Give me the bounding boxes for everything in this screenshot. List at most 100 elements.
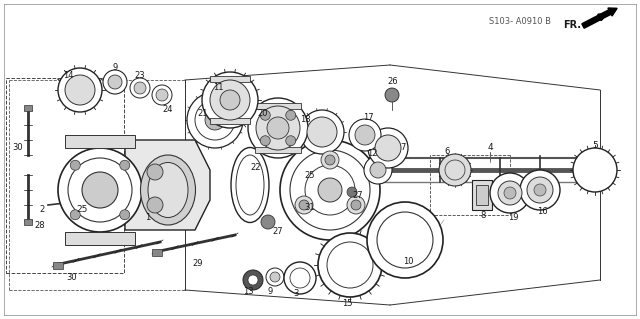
- Circle shape: [367, 202, 443, 278]
- Text: 30: 30: [67, 273, 77, 283]
- Circle shape: [295, 196, 313, 214]
- Polygon shape: [125, 140, 210, 230]
- Circle shape: [300, 110, 344, 154]
- Text: 11: 11: [212, 83, 223, 92]
- Text: 30: 30: [13, 144, 23, 152]
- Ellipse shape: [141, 155, 195, 225]
- Bar: [6, 78, 124, 272]
- Text: 6: 6: [444, 147, 450, 157]
- Circle shape: [285, 110, 296, 120]
- Circle shape: [261, 215, 275, 229]
- Text: FR.: FR.: [563, 20, 581, 30]
- Circle shape: [205, 110, 225, 130]
- Circle shape: [351, 200, 361, 210]
- Circle shape: [156, 89, 168, 101]
- Circle shape: [70, 160, 80, 170]
- Text: 8: 8: [480, 211, 486, 219]
- Text: 25: 25: [76, 205, 88, 214]
- Bar: [152, 249, 162, 256]
- Circle shape: [368, 128, 408, 168]
- Polygon shape: [65, 232, 135, 245]
- Circle shape: [187, 92, 243, 148]
- Circle shape: [260, 110, 270, 120]
- Circle shape: [504, 187, 516, 199]
- Polygon shape: [255, 103, 301, 109]
- Circle shape: [439, 154, 471, 186]
- Circle shape: [347, 187, 357, 197]
- Circle shape: [82, 172, 118, 208]
- Text: 25: 25: [305, 170, 316, 180]
- Text: 22: 22: [251, 164, 261, 173]
- Text: 17: 17: [363, 114, 373, 122]
- Circle shape: [347, 196, 365, 214]
- Text: 18: 18: [300, 115, 310, 124]
- Bar: [24, 105, 32, 111]
- Text: 1: 1: [145, 213, 150, 222]
- Polygon shape: [65, 135, 135, 148]
- Circle shape: [321, 151, 339, 169]
- Text: 2: 2: [40, 204, 45, 213]
- Text: 16: 16: [537, 207, 547, 217]
- Circle shape: [364, 156, 392, 184]
- Circle shape: [147, 164, 163, 180]
- Circle shape: [370, 162, 386, 178]
- Circle shape: [130, 78, 150, 98]
- Circle shape: [375, 135, 401, 161]
- Circle shape: [210, 80, 250, 120]
- Circle shape: [284, 262, 316, 294]
- Circle shape: [527, 177, 553, 203]
- Text: 15: 15: [342, 299, 352, 308]
- Circle shape: [290, 268, 310, 288]
- Text: S103- A0910 B: S103- A0910 B: [489, 18, 551, 26]
- Text: 27: 27: [273, 227, 284, 236]
- Circle shape: [103, 70, 127, 94]
- Circle shape: [498, 181, 522, 205]
- Text: 27: 27: [353, 190, 364, 199]
- Text: 4: 4: [487, 144, 493, 152]
- Circle shape: [534, 184, 546, 196]
- Circle shape: [318, 178, 342, 202]
- Circle shape: [349, 119, 381, 151]
- Circle shape: [243, 270, 263, 290]
- Ellipse shape: [148, 162, 188, 218]
- Text: 13: 13: [243, 287, 253, 296]
- Text: 26: 26: [388, 78, 398, 86]
- Circle shape: [202, 72, 258, 128]
- Circle shape: [520, 170, 560, 210]
- Circle shape: [490, 173, 530, 213]
- Text: 23: 23: [134, 70, 145, 79]
- Text: 3: 3: [293, 288, 299, 298]
- Circle shape: [355, 125, 375, 145]
- Circle shape: [70, 210, 80, 220]
- Text: 12: 12: [367, 149, 377, 158]
- Bar: [476, 185, 488, 205]
- Circle shape: [147, 197, 163, 213]
- Circle shape: [270, 272, 280, 282]
- FancyArrow shape: [582, 8, 617, 28]
- Circle shape: [285, 136, 296, 146]
- Circle shape: [267, 117, 289, 139]
- Polygon shape: [210, 118, 250, 124]
- Bar: [24, 219, 32, 225]
- Circle shape: [256, 106, 300, 150]
- Text: 9: 9: [113, 63, 118, 72]
- Text: 10: 10: [403, 256, 413, 265]
- Text: 29: 29: [193, 258, 204, 268]
- Text: 7: 7: [400, 144, 406, 152]
- Circle shape: [248, 98, 308, 158]
- Circle shape: [573, 148, 617, 192]
- Circle shape: [318, 233, 382, 297]
- Circle shape: [58, 148, 142, 232]
- Circle shape: [248, 275, 258, 285]
- Circle shape: [307, 117, 337, 147]
- Circle shape: [266, 268, 284, 286]
- Circle shape: [280, 140, 380, 240]
- Polygon shape: [255, 147, 301, 153]
- Text: 31: 31: [305, 204, 316, 212]
- Text: 21: 21: [198, 108, 208, 117]
- Circle shape: [220, 90, 240, 110]
- Ellipse shape: [231, 147, 269, 222]
- Circle shape: [325, 155, 335, 165]
- Text: 19: 19: [508, 212, 518, 221]
- Circle shape: [58, 68, 102, 112]
